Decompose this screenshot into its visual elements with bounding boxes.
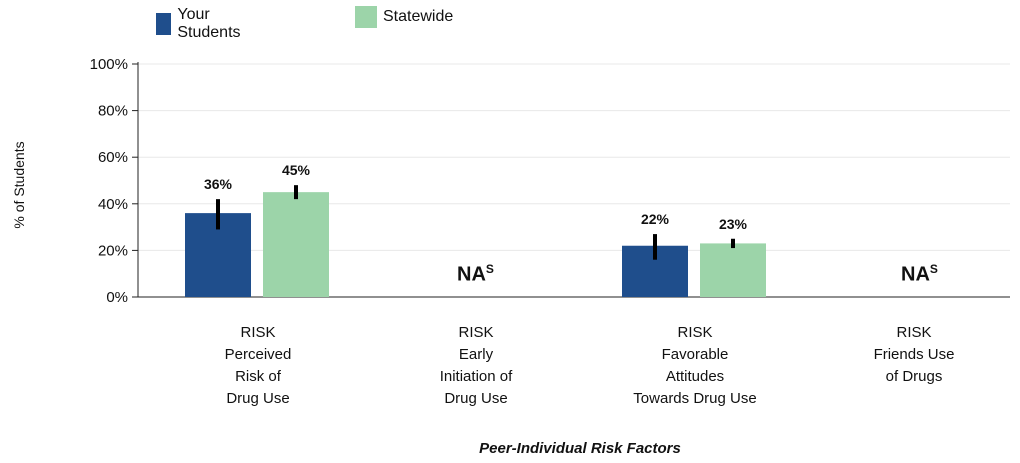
y-tick-label: 0%: [106, 289, 128, 306]
y-axis-label: % of Students: [11, 141, 27, 229]
x-axis-title: Peer-Individual Risk Factors: [479, 440, 681, 457]
bar-statewide: [263, 192, 329, 297]
na-text-2: NA: [457, 263, 486, 286]
bar-statewide: [700, 243, 766, 297]
na-label-4: NAS: [901, 262, 938, 287]
y-tick-label: 80%: [98, 103, 128, 120]
na-superscript-4: S: [929, 262, 938, 276]
legend-label-your-students: Your Students: [177, 6, 241, 41]
bar-value-label: 36%: [204, 176, 233, 192]
na-text-4: NA: [901, 263, 930, 286]
legend-label-statewide: Statewide: [383, 8, 454, 25]
y-tick-label: 100%: [90, 56, 128, 73]
y-tick-label: 60%: [98, 149, 128, 166]
bar-value-label: 23%: [719, 216, 748, 232]
category-label-1: RISK Perceived Risk of Drug Use: [224, 324, 292, 407]
category-label-2: RISK Early Initiation of Drug Use: [439, 324, 513, 407]
category-label-3: RISK Favorable Attitudes Towards Drug Us…: [633, 324, 757, 407]
na-label-2: NAS: [457, 262, 494, 287]
legend-swatch-statewide: [355, 6, 377, 28]
na-superscript-2: S: [485, 262, 494, 276]
bar-value-label: 45%: [282, 162, 311, 178]
y-tick-label: 40%: [98, 196, 128, 213]
y-tick-label: 20%: [98, 242, 128, 259]
category-label-4: RISK Friends Use of Drugs: [873, 324, 955, 385]
legend-item-your-students: Your Students: [156, 6, 247, 42]
bar-value-label: 22%: [641, 211, 670, 227]
legend-swatch-your-students: [156, 13, 172, 35]
legend-item-statewide: Statewide: [355, 6, 453, 28]
